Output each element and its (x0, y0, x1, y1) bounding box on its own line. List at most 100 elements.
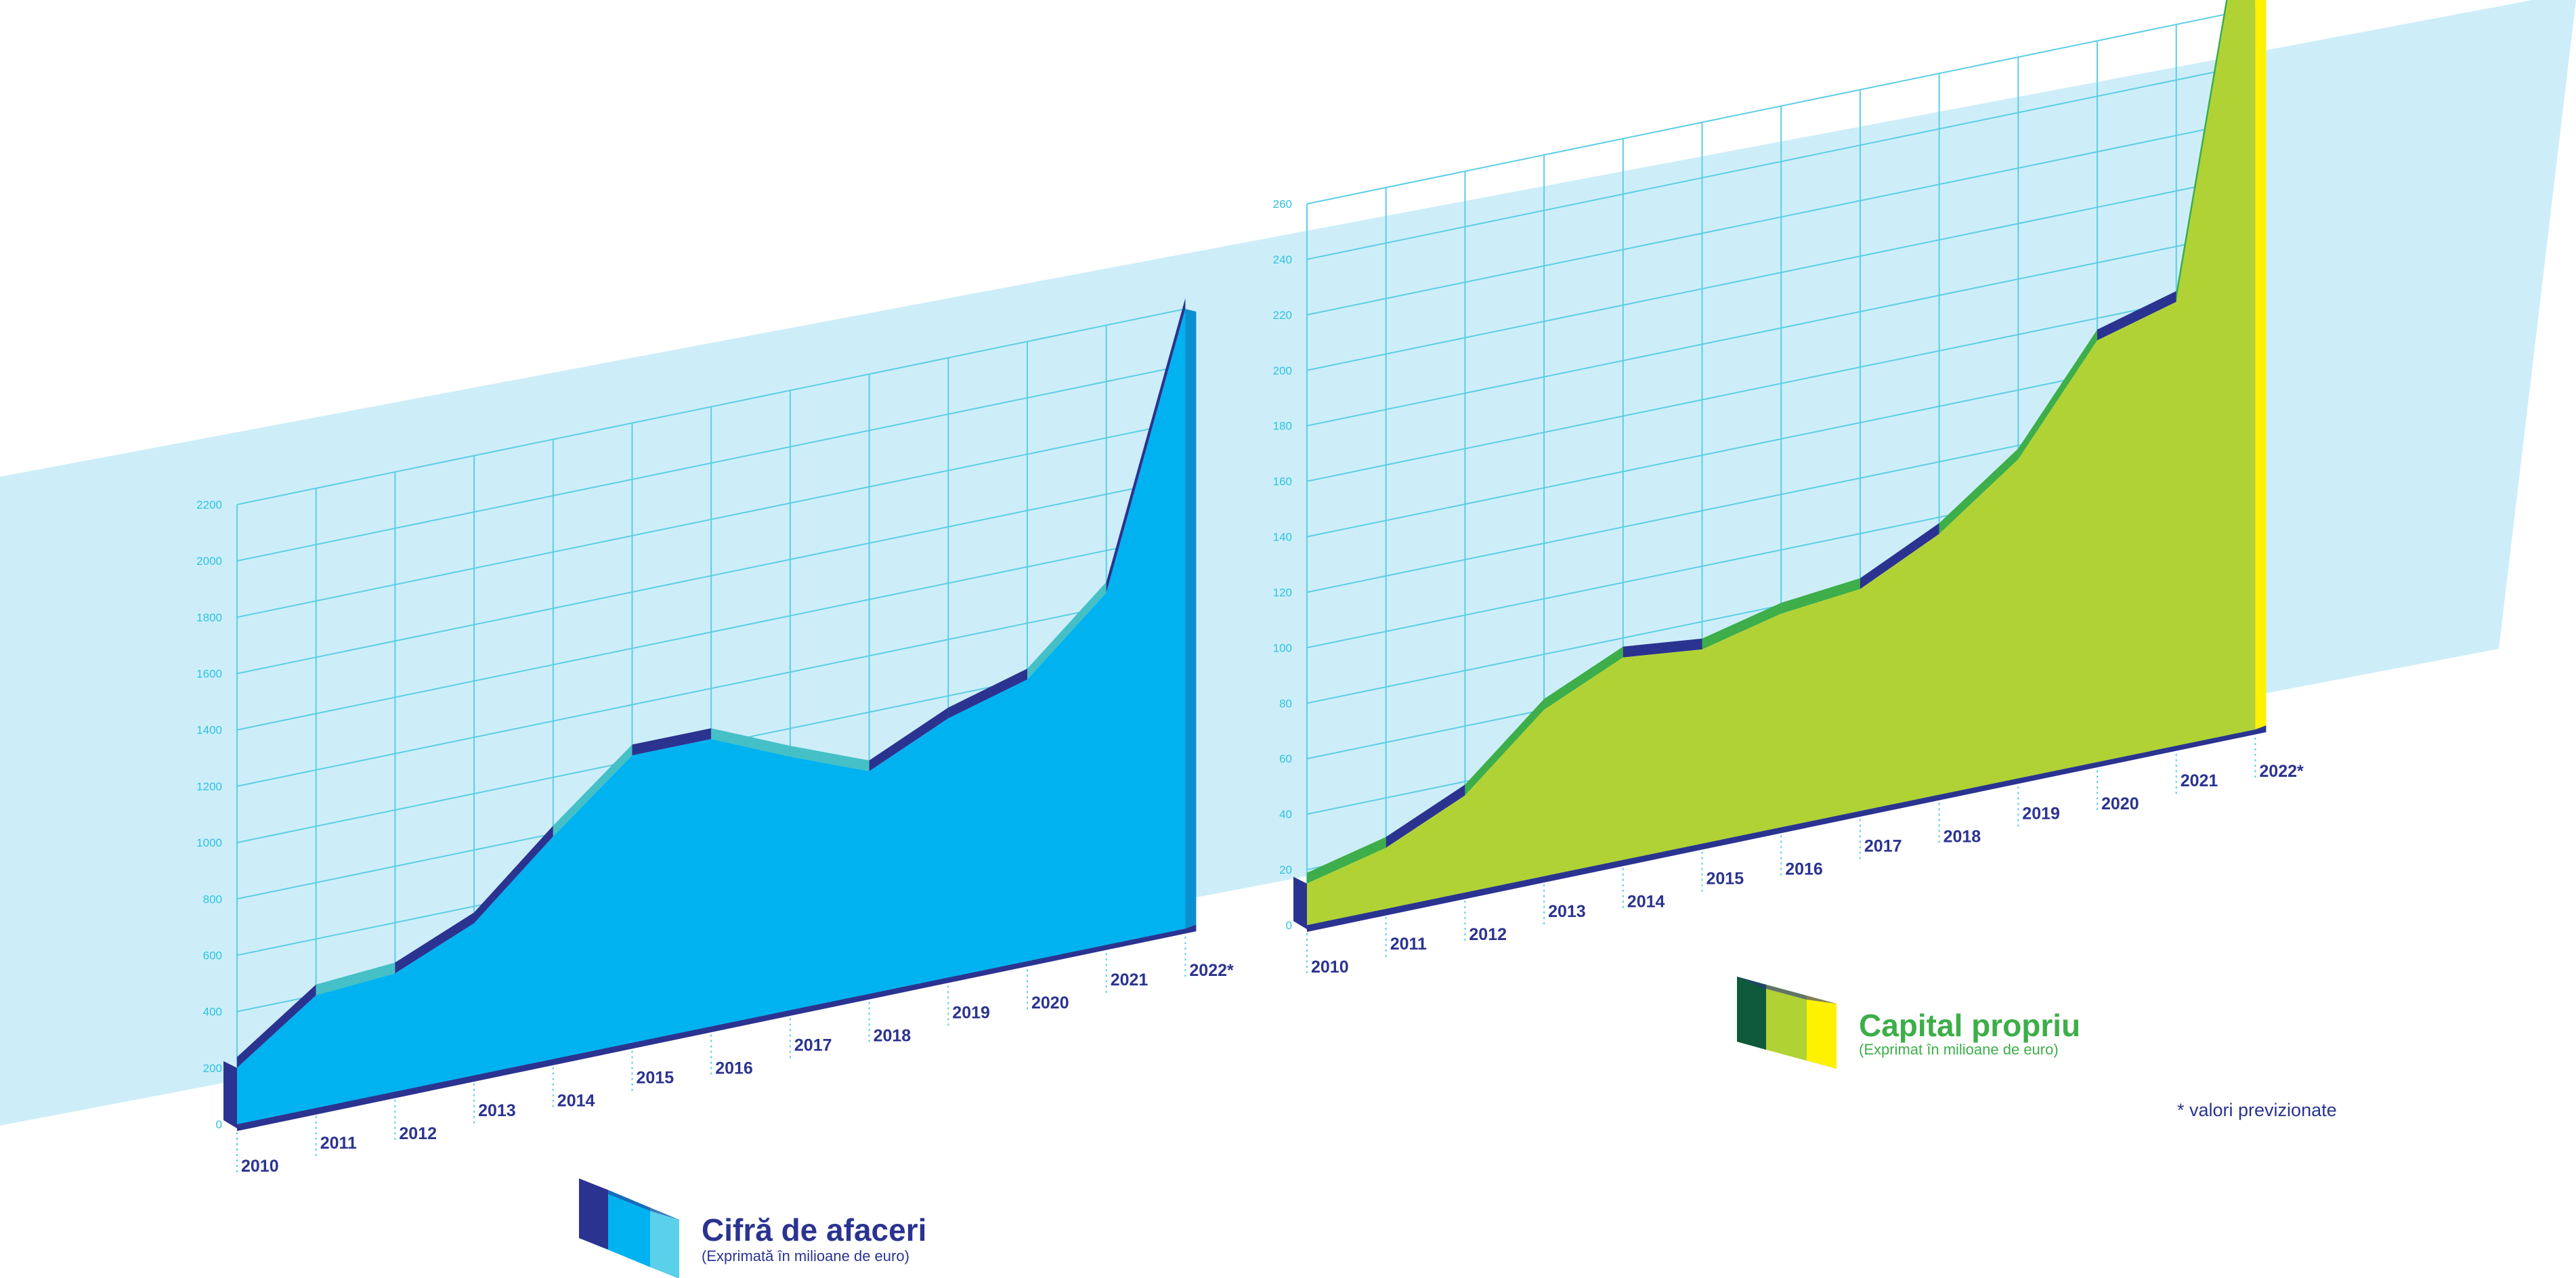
area-edge-segment (395, 912, 475, 974)
x-tick-label: 2010 (1311, 958, 1349, 977)
y-tick-label: 400 (203, 1006, 222, 1019)
y-tick-label: 220 (1273, 309, 1292, 322)
y-tick-label: 260 (1273, 198, 1292, 211)
area-edge-segment (790, 746, 870, 771)
area-edge-segment (1106, 298, 1186, 593)
area-edge-segment (1702, 603, 1782, 649)
x-tick-labels: 2010 2011 2012 2013 2014 2015 2016 2017 2018 2019… (1306, 738, 2304, 977)
y-tick-label: 140 (1273, 531, 1292, 544)
y-tick-label: 800 (203, 893, 222, 906)
area-series (223, 298, 1197, 1131)
y-tick-label: 120 (1273, 586, 1292, 599)
x-tick-label: 2022* (1189, 961, 1234, 980)
chart-logo (579, 1178, 679, 1278)
area-edge-segment (237, 984, 316, 1068)
x-tick-label: 2017 (794, 1036, 832, 1055)
y-tick-label: 20 (1279, 864, 1292, 876)
x-tick-label: 2019 (2022, 804, 2060, 823)
area-edge-segment (948, 668, 1027, 719)
x-tick-label: 2013 (478, 1101, 516, 1120)
area-edge-segment (869, 707, 949, 771)
y-tick-label: 1600 (196, 668, 222, 681)
x-tick-label: 2015 (1706, 870, 1744, 889)
area-fill (1307, 0, 2256, 925)
x-tick-label: 2020 (2101, 794, 2139, 813)
area-edge-segment (1939, 448, 2019, 534)
x-tick-label: 2014 (557, 1092, 595, 1111)
y-tick-labels: 0 200 400 600 800 1000 1200 1400 1600 1800 2000 220… (196, 498, 222, 1131)
area-edge-segment (1307, 836, 1386, 884)
x-tick-label: 2015 (637, 1069, 674, 1088)
y-tick-label: 2200 (196, 498, 222, 511)
y-tick-label: 600 (203, 949, 222, 962)
x-tick-label: 2018 (874, 1026, 911, 1045)
x-tick-label: 2011 (1390, 935, 1427, 954)
x-tick-label: 2011 (320, 1134, 357, 1153)
x-tick-label: 2017 (1864, 836, 1902, 855)
x-tick-label: 2016 (715, 1059, 753, 1078)
y-tick-label: 1000 (196, 836, 222, 849)
chart-capital-propriu: 0 20 40 60 80 100 120 140 160 180 200 220 240 260 201… (1273, 0, 2304, 1069)
area-edge-segment (1544, 646, 1623, 710)
area-end-cap (2255, 0, 2267, 730)
y-tick-label: 2000 (196, 555, 222, 568)
chart-title: Cifră de afaceri (702, 1212, 926, 1248)
y-tick-label: 1200 (196, 780, 222, 793)
x-tick-label: 2010 (241, 1157, 279, 1176)
x-tick-label: 2013 (1548, 902, 1586, 921)
chart-subtitle: (Exprimată în milioane de euro) (702, 1248, 909, 1264)
chart-subtitle: (Exprimat în milioane de euro) (1859, 1041, 2059, 1058)
y-tick-label: 0 (1286, 919, 1292, 932)
forecast-note: * valori previzionate (2177, 1100, 2337, 1120)
y-tick-label: 200 (203, 1062, 222, 1075)
area-side (1293, 876, 1307, 929)
y-tick-labels: 0 20 40 60 80 100 120 140 160 180 200 220 240 260 (1273, 198, 1292, 932)
chart-cifra-de-afaceri: 0 200 400 600 800 1000 1200 1400 1600 1800 2000 220… (196, 298, 1234, 1278)
area-base (237, 924, 1197, 1131)
y-tick-label: 100 (1273, 641, 1292, 654)
area-edge-segment (553, 744, 632, 837)
y-tick-label: 200 (1273, 364, 1292, 377)
area-edge-segment (474, 826, 553, 924)
y-tick-label: 0 (216, 1118, 222, 1131)
chart-logo (1737, 977, 1837, 1069)
x-tick-label: 2021 (1111, 971, 1149, 989)
area-edge-segment (632, 728, 712, 756)
y-tick-label: 80 (1279, 697, 1292, 710)
area-series (1293, 0, 2267, 932)
y-tick-label: 1400 (196, 724, 222, 737)
y-tick-label: 40 (1279, 808, 1292, 821)
y-tick-label: 240 (1273, 253, 1292, 266)
x-tick-label: 2012 (1469, 925, 1507, 944)
area-edge-segment (1781, 578, 1860, 614)
y-tick-label: 160 (1273, 475, 1292, 488)
x-tick-label: 2019 (952, 1003, 990, 1022)
x-tick-label: 2012 (399, 1124, 437, 1143)
x-tick-label: 2016 (1785, 860, 1823, 879)
area-edge-segment (711, 728, 790, 757)
area-edge-segment (1623, 638, 1702, 658)
x-tick-label: 2022* (2259, 762, 2304, 781)
area-edge-segment (2018, 329, 2097, 460)
chart-title: Capital propriu (1859, 1008, 2080, 1043)
x-tick-label: 2018 (1944, 827, 1981, 846)
x-tick-label: 2020 (1031, 994, 1069, 1013)
y-tick-label: 60 (1279, 752, 1292, 765)
area-edge-segment (1027, 582, 1107, 680)
x-tick-label: 2014 (1627, 893, 1665, 912)
area-end-cap (1185, 309, 1197, 929)
area-edge-segment (1860, 523, 1939, 589)
y-tick-label: 1800 (196, 611, 222, 624)
area-edge-segment (1465, 699, 1545, 796)
y-tick-label: 180 (1273, 420, 1292, 433)
x-tick-label: 2021 (2181, 771, 2218, 790)
area-edge-segment (2176, 0, 2228, 302)
area-edge-segment (2097, 291, 2176, 341)
area-edge-segment (1386, 784, 1465, 848)
x-tick-labels: 2010 2011 2012 2013 2014 2015 2016 2017 2018 2019… (236, 937, 1234, 1176)
area-edge-segment (316, 962, 395, 996)
area-fill (237, 309, 1186, 1125)
area-side (223, 1061, 237, 1128)
area-base (1307, 725, 2267, 932)
